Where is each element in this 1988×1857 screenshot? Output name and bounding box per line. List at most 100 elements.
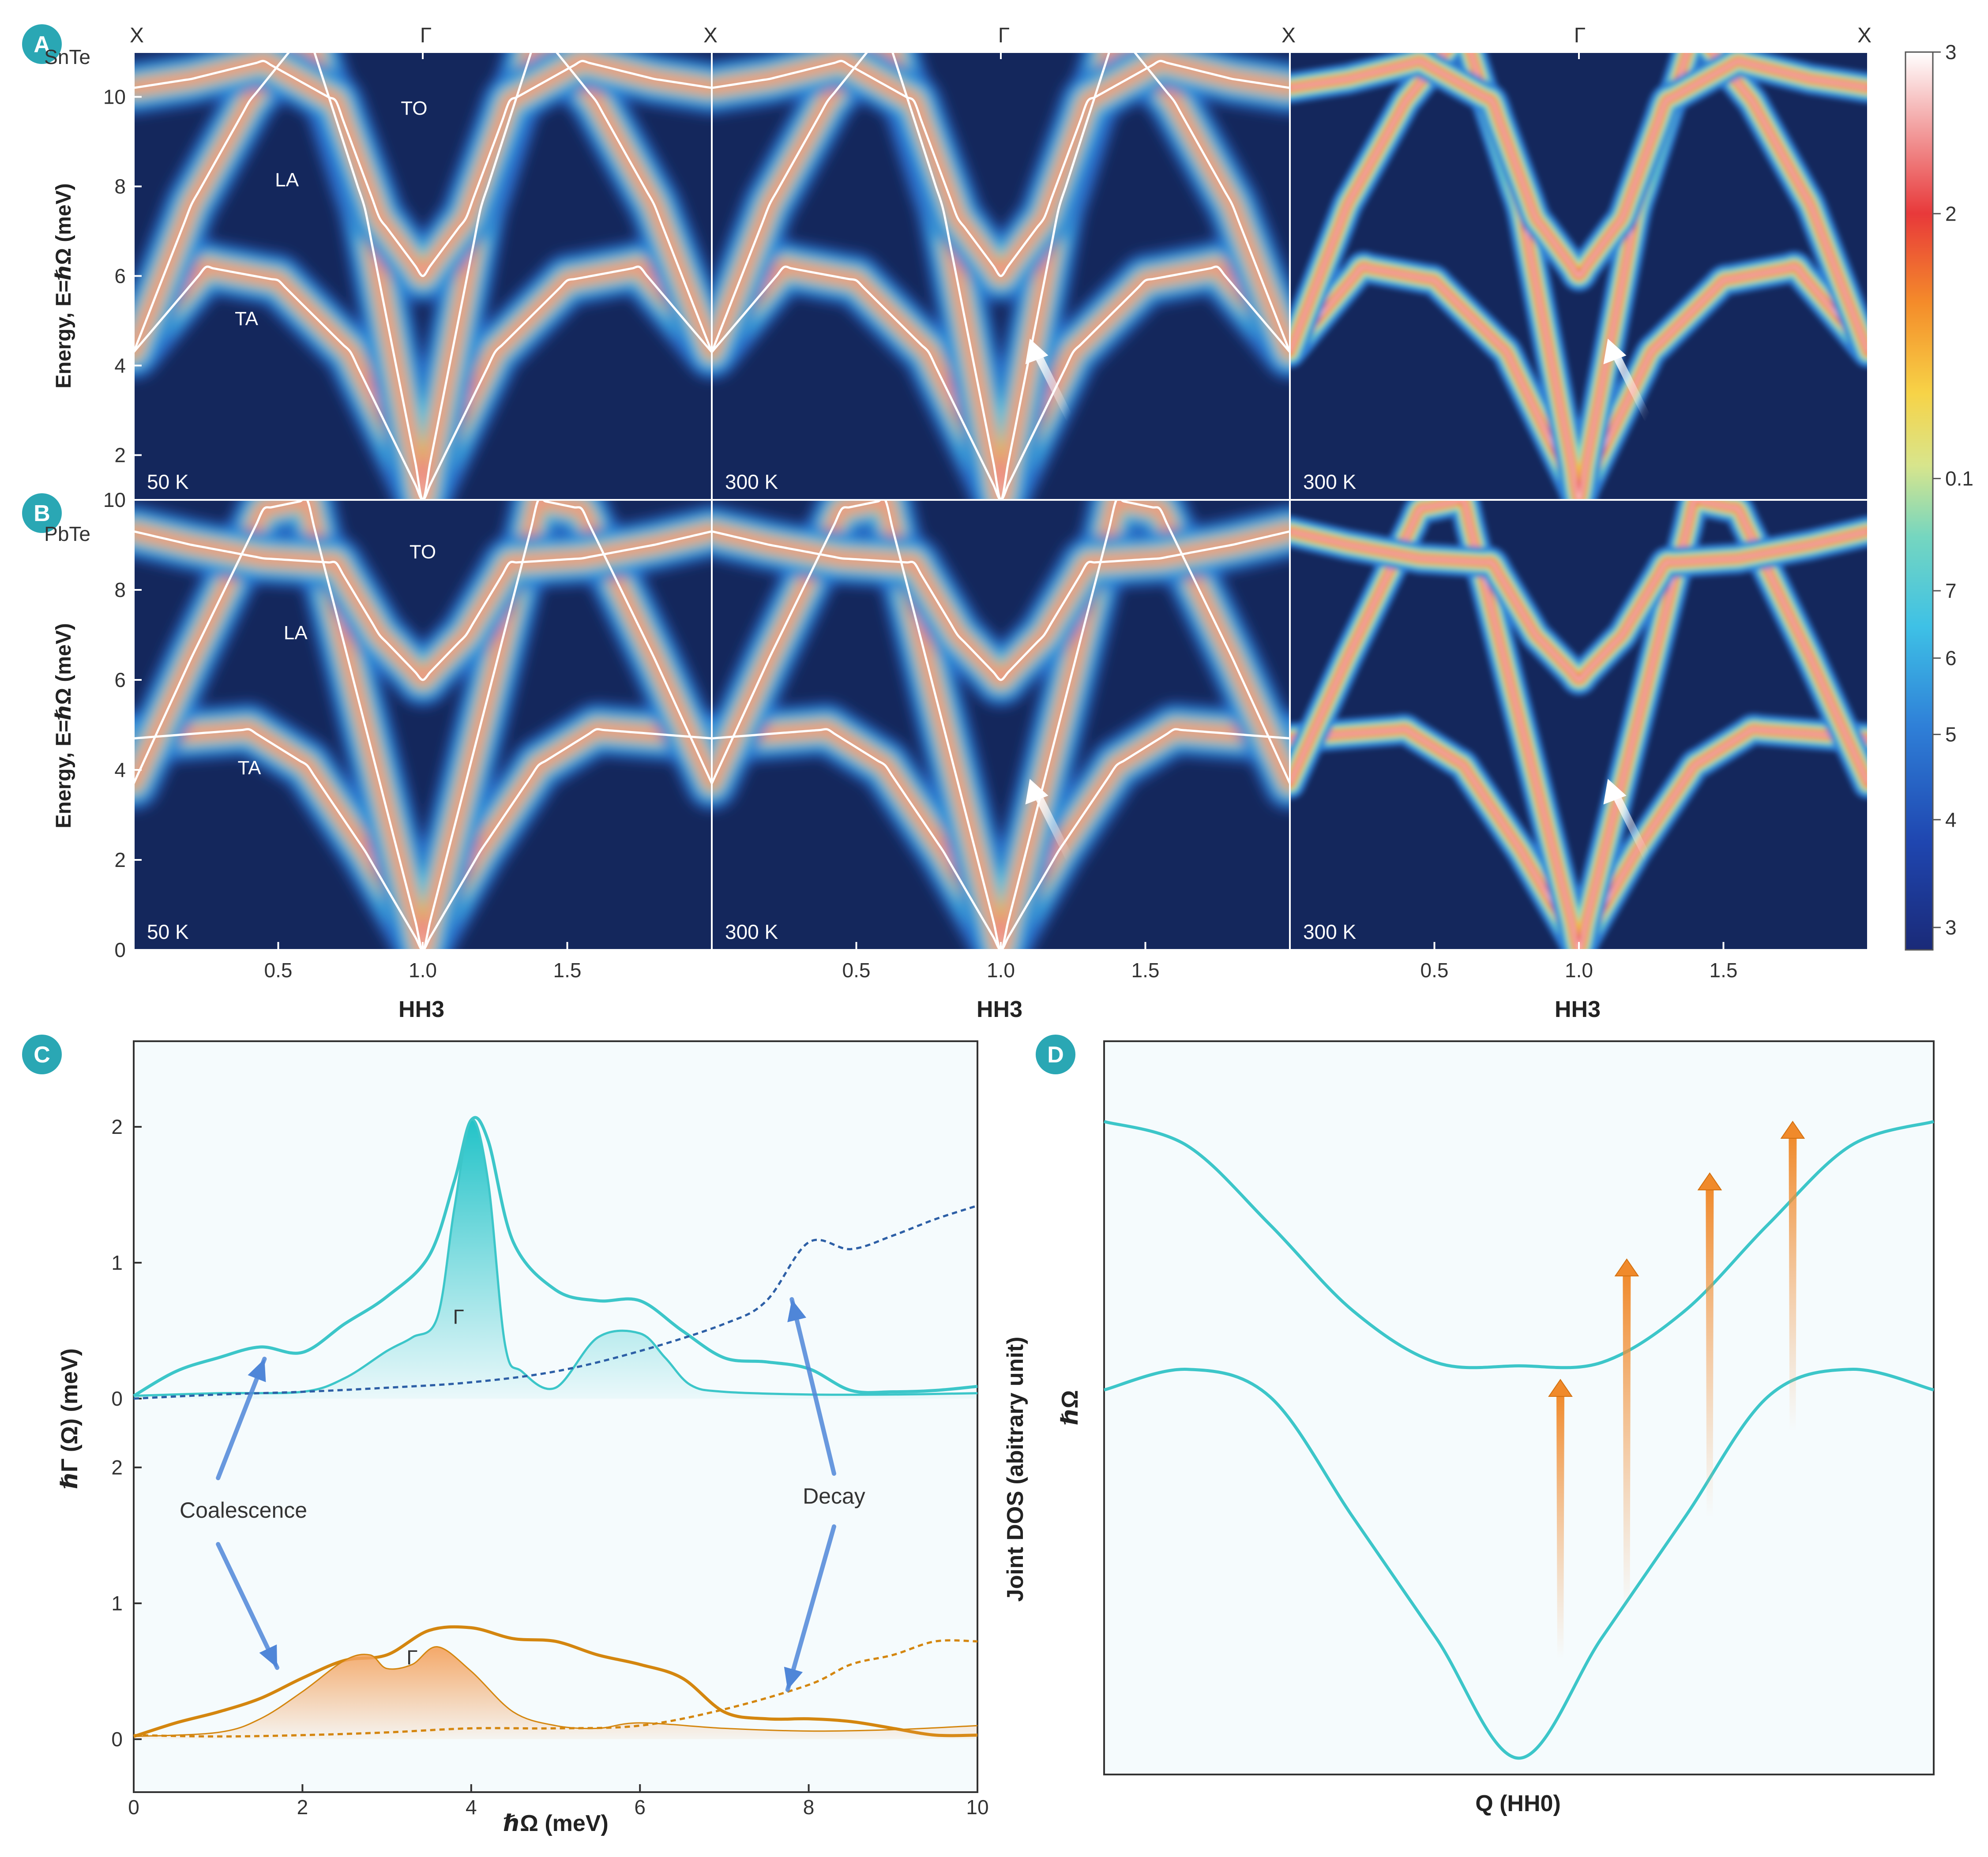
xlabel-hh3-1: HH3	[398, 997, 444, 1022]
y-tick-label: 6	[114, 265, 126, 288]
series-fill	[134, 1647, 977, 1739]
panel-D-plot	[1104, 1120, 1934, 1760]
x-tick-label: 1.5	[553, 959, 582, 982]
branch-label-TA: TA	[235, 308, 259, 330]
arrow-icon	[1603, 779, 1652, 863]
top-tick-X-3: X	[1281, 24, 1296, 47]
panel-letter-D: D	[1047, 1042, 1064, 1068]
top-symmetry-labels: X Γ X Γ X Γ X	[130, 24, 1872, 47]
colorbar-gradient	[1905, 51, 1934, 951]
temperature-label: 300 K	[725, 470, 778, 493]
top-tick-X-2: X	[703, 24, 718, 47]
series-line	[133, 1646, 978, 1737]
xlabel-hh3-3: HH3	[1555, 997, 1601, 1022]
x-tick-label: 0.5	[1421, 959, 1449, 982]
series-lower-gamma	[133, 1646, 978, 1739]
series-upper-gamma	[133, 1118, 978, 1399]
panel-letter-B: B	[34, 501, 50, 526]
x-tick-label: 1.5	[1131, 959, 1160, 982]
temperature-label: 300 K	[1303, 920, 1357, 943]
branch-label-LA: LA	[284, 622, 308, 644]
colorbar-tick-label: 0.1	[1945, 467, 1973, 490]
series-upper-dashed	[133, 1204, 978, 1400]
series-line	[133, 1625, 978, 1738]
temperature-label: 300 K	[1303, 470, 1357, 493]
colorbar-tick-label: 6	[1945, 647, 1957, 670]
x-tick-label: 0.5	[264, 959, 293, 982]
transition-arrow	[1780, 1121, 1805, 1431]
temperature-label: 50 K	[147, 920, 189, 943]
branch-label-TO: TO	[401, 98, 427, 119]
y-tick-label: 0	[114, 938, 126, 961]
heatmap-panels: 50 K TO LA TA 2 4 6 8 10 300 K 300 K 50 K TO LA TA 0 2 4 6…	[103, 51, 1869, 982]
band-TO	[1290, 530, 1868, 682]
y-tick-label: 0	[111, 1387, 123, 1410]
panel-D: D Q (HH0) Joint DOS (abitrary unit) ℏΩ	[1003, 1032, 1935, 1816]
panel-badge-C: C	[19, 1032, 64, 1077]
heatmap-B-50K: 50 K TO LA TA 0 2 4 6 8 10 0.5 1.0 1.5	[103, 488, 713, 982]
series-lower-dashed	[133, 1639, 978, 1738]
dispersion-LA	[712, 500, 1290, 950]
heatmap-A-300K: 300 K	[711, 51, 1291, 501]
arrow-icon	[1025, 338, 1074, 422]
panel-D-frame	[1103, 1040, 1935, 1775]
ylabel-D: Joint DOS (abitrary unit)	[1003, 1337, 1028, 1602]
x-tick-label: 1.0	[1565, 959, 1593, 982]
dispersion-TA	[134, 728, 712, 950]
band-LA	[1290, 500, 1868, 950]
dispersion-TA	[134, 265, 712, 500]
x-tick-label: 0	[128, 1796, 139, 1819]
dispersion-TA	[712, 265, 1290, 500]
heatmap-A-50K: 50 K TO LA TA 2 4 6 8 10	[103, 51, 713, 501]
xlabel-D: Q (HH0)	[1475, 1791, 1561, 1816]
band-LA	[1290, 52, 1868, 500]
arrow-icon	[216, 1542, 280, 1670]
y-tick-label: 4	[114, 354, 126, 377]
x-tick-label: 6	[634, 1796, 646, 1819]
xlabel-hh3-2: HH3	[977, 997, 1022, 1022]
dispersion-TO	[134, 60, 712, 278]
y-tick-label: 8	[114, 175, 126, 198]
panel-letter-A: A	[34, 32, 50, 57]
x-tick-label: 2	[297, 1796, 308, 1819]
series-line	[133, 1639, 978, 1738]
y-tick-label: 8	[114, 578, 126, 601]
x-tick-label: 4	[466, 1796, 477, 1819]
peak-label-gamma: Γ	[453, 1306, 464, 1328]
x-tick-label: 8	[803, 1796, 815, 1819]
series-line	[133, 1118, 978, 1397]
colorbar-ticks: 3 2 0.1 7 6 5 4 3	[1933, 41, 1973, 939]
ylabel-A: Energy, E=ℏΩ (meV)	[52, 183, 75, 388]
branch-label-TO: TO	[410, 541, 436, 563]
colorbar-tick-label: 2	[1945, 202, 1957, 225]
x-tick-label: 1.0	[987, 959, 1015, 982]
band-TO	[1290, 60, 1868, 278]
series-lower-total	[133, 1625, 978, 1738]
dispersion-TO	[712, 60, 1290, 278]
annotation-decay: Decay	[803, 1484, 865, 1508]
heatmap-B-300K-calc: 300 K 0.5 1.0 1.5	[1289, 499, 1869, 982]
y-tick-label: 2	[111, 1456, 123, 1479]
panel-badge-D: D	[1033, 1032, 1078, 1077]
dispersion-LA	[134, 52, 712, 500]
series-acoustic	[1104, 1368, 1934, 1760]
intensity-bands	[1290, 500, 1868, 950]
panel-letter-C: C	[34, 1042, 50, 1068]
ylabel-B: Energy, E=ℏΩ (meV)	[52, 623, 75, 828]
colorbar-tick-label: 3	[1945, 916, 1957, 939]
y-tick-label: 2	[114, 444, 126, 467]
y-tick-label: 0	[111, 1728, 123, 1751]
y-tick-label: 10	[103, 488, 126, 511]
panel-C-frame	[133, 1040, 978, 1793]
colorbar-tick-label: 7	[1945, 579, 1957, 602]
annotation-coalescence: Coalescence	[180, 1498, 307, 1523]
band-TA	[1290, 265, 1868, 500]
panel-C-plot: 0 2 4 6 8 10 0 1 2 0 1 2 Γ Γ Coalescence Decay	[111, 1115, 988, 1819]
heatmap-A-300K-calc: 300 K	[1289, 51, 1869, 501]
arrow-icon	[784, 1524, 836, 1692]
panel-badge-A: A	[19, 22, 64, 67]
series-line	[133, 1204, 978, 1400]
colorbar: 3 2 0.1 7 6 5 4 3	[1905, 41, 1973, 951]
y-tick-label: 1	[111, 1592, 123, 1615]
heatmap-B-300K: 300 K 0.5 1.0 1.5	[711, 499, 1291, 982]
